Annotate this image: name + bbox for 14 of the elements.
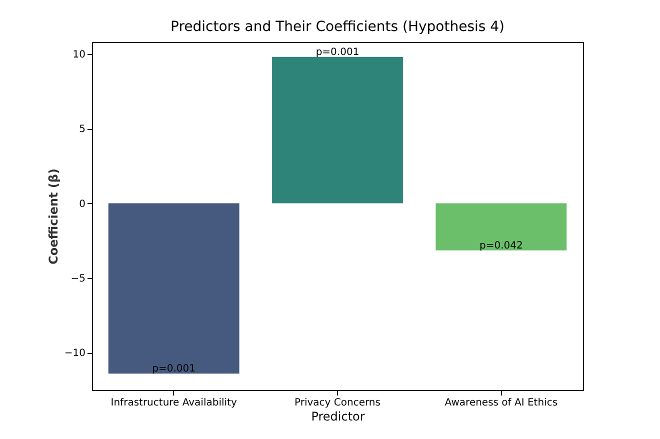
chart-title: Predictors and Their Coefficients (Hypothesis 4) <box>170 19 505 35</box>
y-tick-label: −5 <box>70 273 86 284</box>
x-axis-title: Predictor <box>311 410 365 424</box>
x-tick-label: Infrastructure Availability <box>110 398 237 408</box>
y-axis-title: Coefficient (β) <box>46 168 60 264</box>
annotation: p=0.001 <box>152 364 196 375</box>
x-tick-label: Privacy Concerns <box>294 398 380 408</box>
annotation: p=0.001 <box>316 46 360 58</box>
x-tick-label: Awareness of AI Ethics <box>444 398 558 408</box>
y-tick-label: 10 <box>72 49 86 60</box>
y-tick-label: 5 <box>79 124 86 136</box>
y-tick-label: −10 <box>64 348 86 360</box>
annotation: p=0.042 <box>479 240 523 252</box>
y-tick-label: 0 <box>79 198 86 210</box>
